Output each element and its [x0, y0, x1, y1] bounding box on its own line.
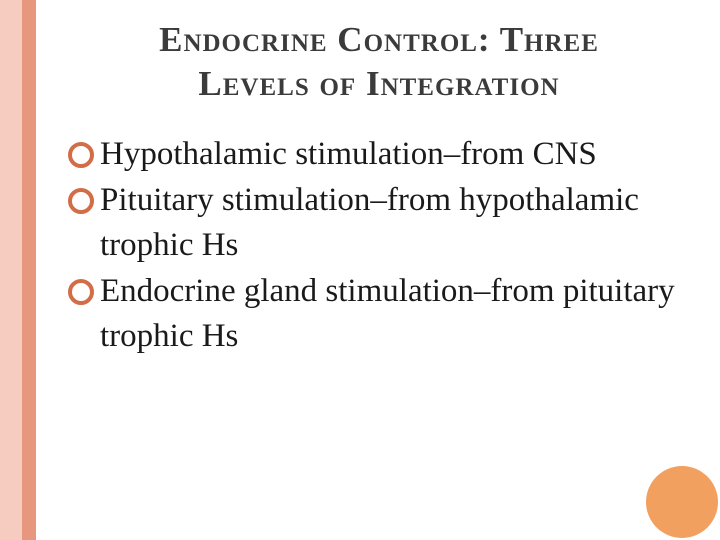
slide-title: Endocrine Control: Three Levels of Integ… [64, 18, 694, 106]
title-line-2: Levels of Integration [198, 64, 559, 103]
bullet-list: Hypothalamic stimulation–from CNS Pituit… [64, 132, 694, 359]
bullet-text: Pituitary stimulation–from hypothalamic … [100, 182, 639, 263]
left-stripe-light [0, 0, 22, 540]
list-item: Endocrine gland stimulation–from pituita… [68, 269, 694, 358]
list-item: Hypothalamic stimulation–from CNS [68, 132, 694, 177]
slide-content: Endocrine Control: Three Levels of Integ… [36, 0, 720, 540]
bullet-text: Hypothalamic stimulation–from CNS [100, 136, 597, 172]
bullet-text: Endocrine gland stimulation–from pituita… [100, 273, 675, 354]
corner-circle-icon [646, 466, 718, 538]
list-item: Pituitary stimulation–from hypothalamic … [68, 178, 694, 267]
title-line-1: Endocrine Control: Three [159, 20, 599, 59]
slide: Endocrine Control: Three Levels of Integ… [0, 0, 720, 540]
left-stripe-dark [22, 0, 36, 540]
